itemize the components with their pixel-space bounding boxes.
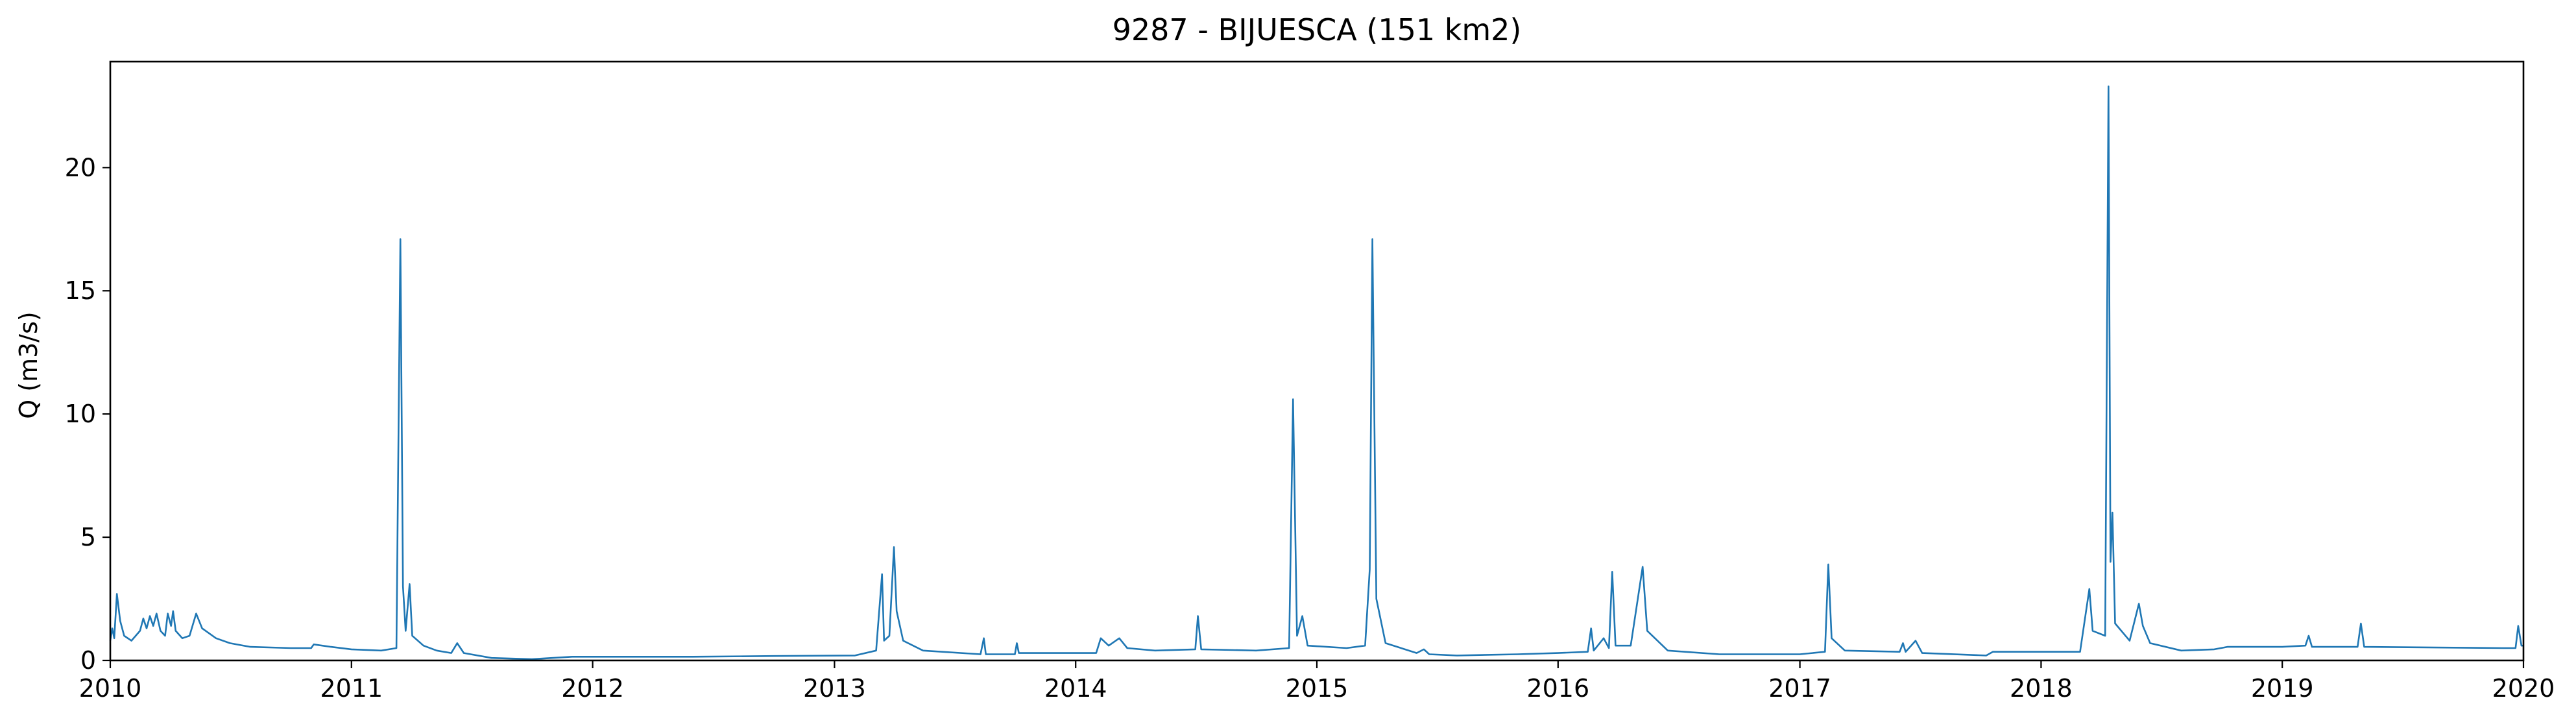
y-axis-ticks: 0 5 10 15 20 (65, 153, 110, 675)
y-tick-label: 15 (65, 276, 96, 305)
y-tick-label: 0 (80, 646, 96, 675)
plot-frame (109, 60, 2525, 662)
x-tick-label: 2013 (803, 674, 866, 703)
x-tick-label: 2020 (2492, 674, 2555, 703)
x-tick-label: 2015 (1286, 674, 1349, 703)
x-tick-label: 2011 (320, 674, 383, 703)
x-tick-label: 2017 (1768, 674, 1831, 703)
x-tick-label: 2019 (2251, 674, 2314, 703)
x-tick-label: 2016 (1526, 674, 1589, 703)
x-tick-label: 2014 (1044, 674, 1107, 703)
x-axis-ticks: 2010 2011 2012 2013 2014 2015 2016 2017 2018 2019… (79, 660, 2555, 703)
x-tick-label: 2018 (2010, 674, 2073, 703)
y-axis-label: Q (m3/s) (14, 311, 43, 418)
discharge-series-line (109, 85, 2523, 660)
x-tick-label: 2012 (561, 674, 624, 703)
y-tick-label: 20 (65, 153, 96, 182)
x-tick-label: 2010 (79, 674, 142, 703)
chart-title: 9287 - BIJUESCA (151 km2) (1113, 12, 1522, 47)
y-tick-label: 5 (80, 523, 96, 551)
y-tick-label: 10 (65, 400, 96, 428)
